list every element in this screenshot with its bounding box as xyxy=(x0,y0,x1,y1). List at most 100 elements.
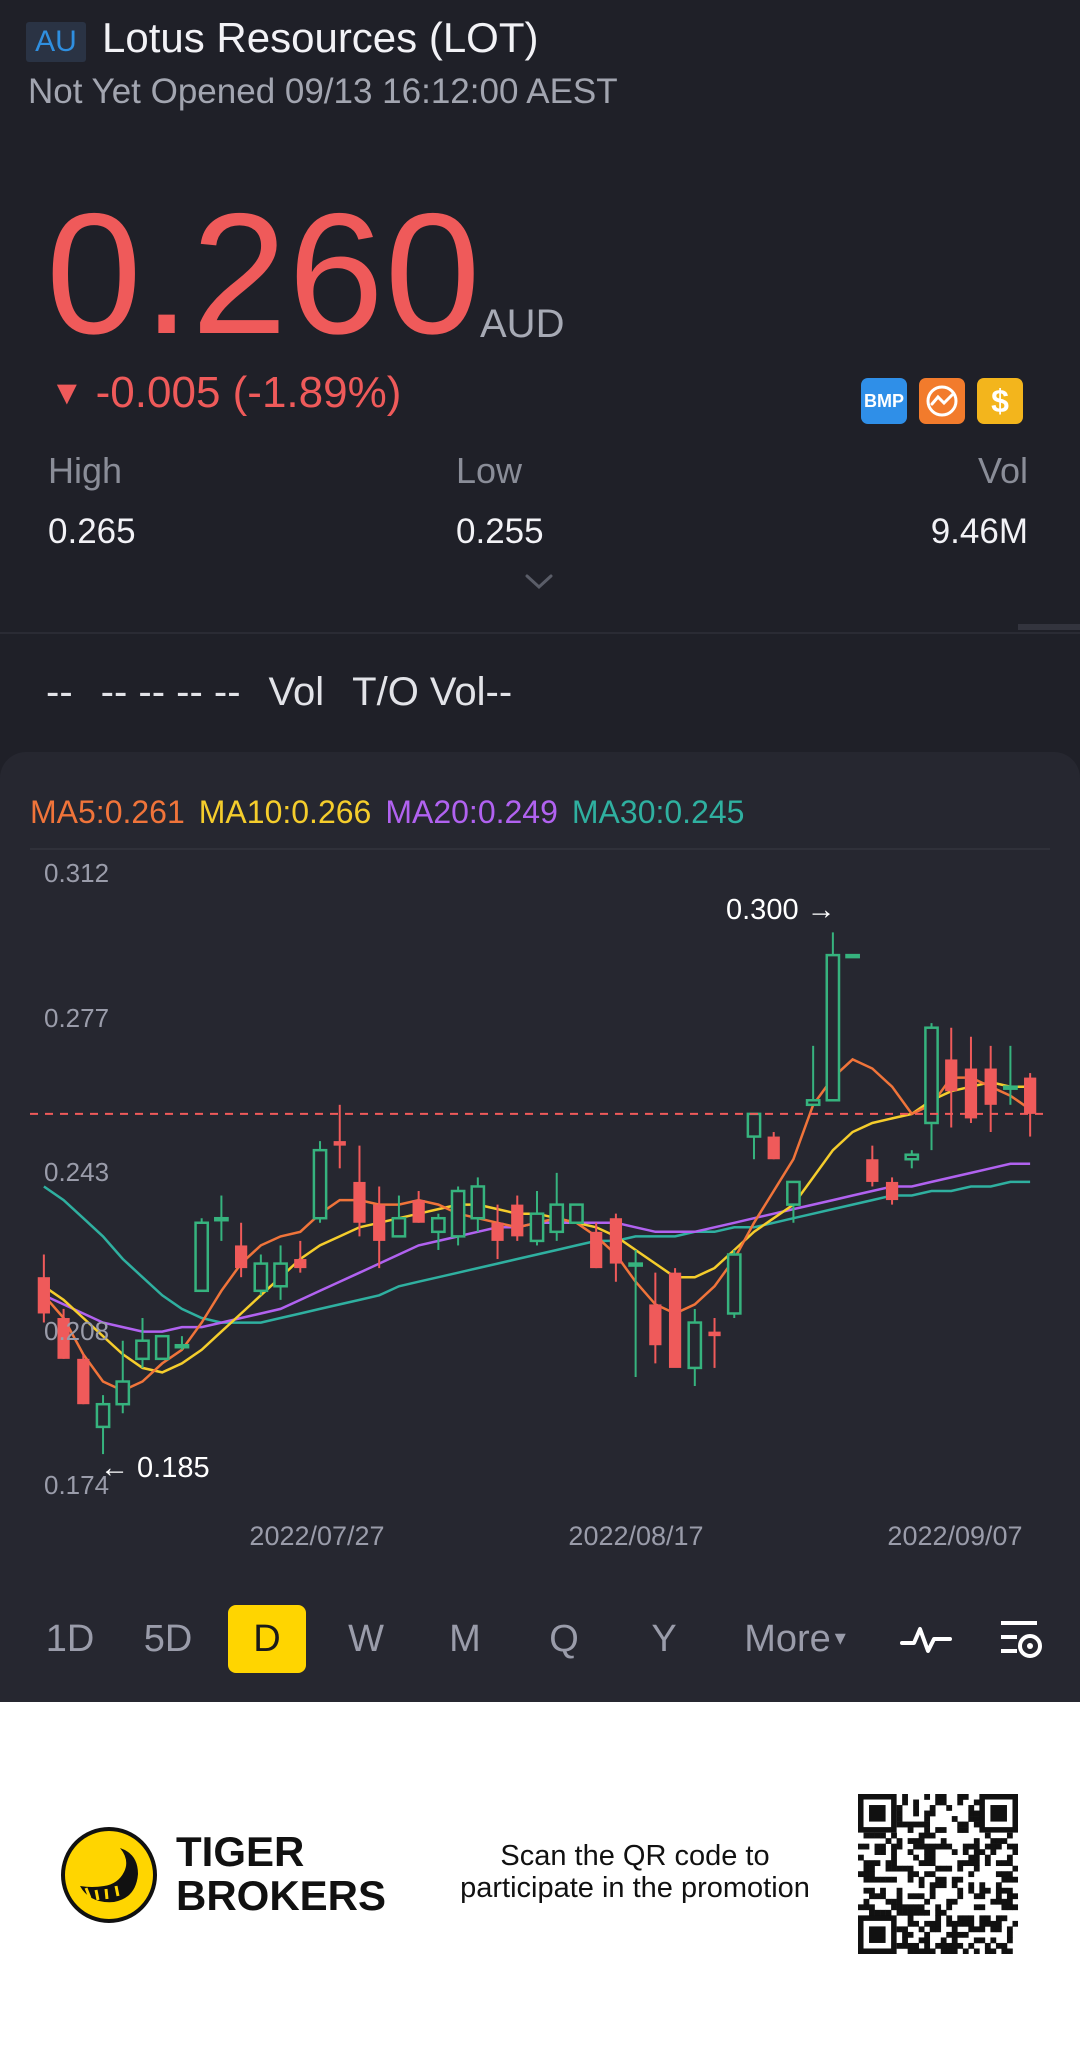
period-5d[interactable]: 5D xyxy=(143,1618,193,1660)
ma10-label: MA10:0.266 xyxy=(198,794,372,830)
candle xyxy=(687,1308,703,1387)
volume-bar: -- -- -- -- -- Vol T/O Vol-- xyxy=(46,670,540,715)
currency-label: AUD xyxy=(480,302,565,346)
y-tick-label: 0.277 xyxy=(44,1003,109,1033)
last-price: 0.260 xyxy=(46,178,482,370)
x-tick-label: 2022/09/07 xyxy=(887,1521,1022,1551)
indicator-icon[interactable] xyxy=(896,1605,956,1673)
candle xyxy=(529,1191,545,1246)
candle xyxy=(154,1334,170,1361)
candle xyxy=(549,1172,565,1241)
period-d[interactable]: D xyxy=(228,1605,306,1673)
candle xyxy=(450,1186,466,1246)
candle-body xyxy=(549,1203,565,1234)
bmp-icon[interactable]: BMP xyxy=(861,378,907,424)
candle-body xyxy=(590,1231,603,1269)
period-y[interactable]: Y xyxy=(651,1618,677,1660)
candle-body xyxy=(845,953,860,959)
candle-body xyxy=(885,1181,899,1201)
y-tick-label: 0.208 xyxy=(44,1316,109,1346)
candle-body xyxy=(1003,1085,1018,1090)
chevron-down-icon[interactable] xyxy=(524,572,554,597)
vol-tab[interactable]: Vol xyxy=(268,670,325,714)
candle xyxy=(511,1195,524,1241)
candle-body xyxy=(450,1189,466,1238)
candle-body xyxy=(391,1216,407,1238)
candle xyxy=(746,1112,762,1160)
x-tick-label: 2022/07/27 xyxy=(249,1521,384,1551)
candlestick-chart[interactable]: 0.312 0.277 0.243 0.208 0.174 2022/07/27 2022/… xyxy=(0,852,1080,1552)
candle xyxy=(609,1213,623,1282)
candle-body xyxy=(373,1204,386,1241)
candle xyxy=(708,1318,721,1368)
candle-body xyxy=(1024,1077,1037,1114)
period-q[interactable]: Q xyxy=(549,1618,579,1660)
period-w[interactable]: W xyxy=(348,1618,384,1660)
candle xyxy=(214,1195,229,1241)
candle-body xyxy=(687,1321,703,1370)
candle-body xyxy=(649,1304,662,1346)
candle xyxy=(569,1203,584,1225)
candle xyxy=(964,1036,978,1123)
ma30-label: MA30:0.245 xyxy=(571,794,745,830)
candle-body xyxy=(491,1222,504,1241)
market-badge: AU xyxy=(26,22,86,62)
stock-title: Lotus Resources (LOT) xyxy=(102,14,539,61)
candle xyxy=(37,1254,50,1323)
analysis-icon[interactable] xyxy=(919,378,965,424)
candle xyxy=(1024,1073,1037,1137)
candle xyxy=(491,1204,504,1260)
candle xyxy=(904,1150,920,1169)
candle-body xyxy=(431,1216,446,1234)
candle xyxy=(174,1336,190,1350)
candle xyxy=(885,1177,899,1205)
low-annotation: ← 0.185 xyxy=(100,1452,210,1484)
candle xyxy=(668,1268,682,1368)
candle-body xyxy=(786,1180,801,1206)
period-more-label: More xyxy=(744,1618,831,1660)
candle-body xyxy=(312,1148,328,1220)
candle-body xyxy=(115,1380,131,1406)
candle xyxy=(235,1222,248,1278)
to-vol-tab[interactable]: T/O Vol-- xyxy=(352,670,513,714)
period-1d[interactable]: 1D xyxy=(45,1618,95,1660)
candle xyxy=(353,1145,366,1237)
stock-detail-screen: AU Lotus Resources (LOT) Not Yet Opened … xyxy=(0,0,1080,1702)
qr-code xyxy=(858,1794,1018,1954)
candle-body xyxy=(37,1277,50,1314)
high-annotation: 0.300 → xyxy=(726,894,836,926)
candle xyxy=(273,1245,288,1300)
candle-body xyxy=(412,1200,425,1223)
tiger-logo xyxy=(60,1826,158,1929)
candle-body xyxy=(825,953,841,1102)
candle-body xyxy=(945,1059,958,1092)
promo-text: Scan the QR code to participate in the p… xyxy=(460,1840,810,1904)
candle xyxy=(845,953,860,959)
candle xyxy=(333,1104,346,1169)
candle-body xyxy=(708,1331,721,1337)
candle xyxy=(253,1254,269,1296)
candle xyxy=(77,1354,90,1405)
candle xyxy=(135,1318,150,1368)
candle-body xyxy=(95,1402,111,1429)
y-tick-label: 0.174 xyxy=(44,1470,109,1500)
period-more[interactable]: More ▾ xyxy=(730,1605,860,1673)
candle-body xyxy=(904,1153,920,1161)
candle-body xyxy=(154,1334,170,1361)
high-label: High xyxy=(48,450,123,491)
candle xyxy=(924,1023,939,1151)
feature-icons: BMP $ xyxy=(861,378,1023,424)
candle-body xyxy=(767,1136,780,1160)
chart-settings-icon[interactable] xyxy=(992,1605,1052,1673)
candle xyxy=(628,1249,643,1377)
candle xyxy=(115,1340,131,1414)
candle xyxy=(590,1222,603,1269)
candle-body xyxy=(628,1262,643,1267)
candle-body xyxy=(333,1141,346,1146)
candle xyxy=(726,1249,742,1319)
period-m[interactable]: M xyxy=(449,1618,481,1660)
candle-body xyxy=(924,1026,939,1125)
dollar-icon[interactable]: $ xyxy=(977,378,1023,424)
moving-average-legend: MA5:0.261 MA10:0.266 MA20:0.249 MA30:0.245 xyxy=(30,794,758,831)
down-arrow-icon: ▼ xyxy=(50,374,84,412)
